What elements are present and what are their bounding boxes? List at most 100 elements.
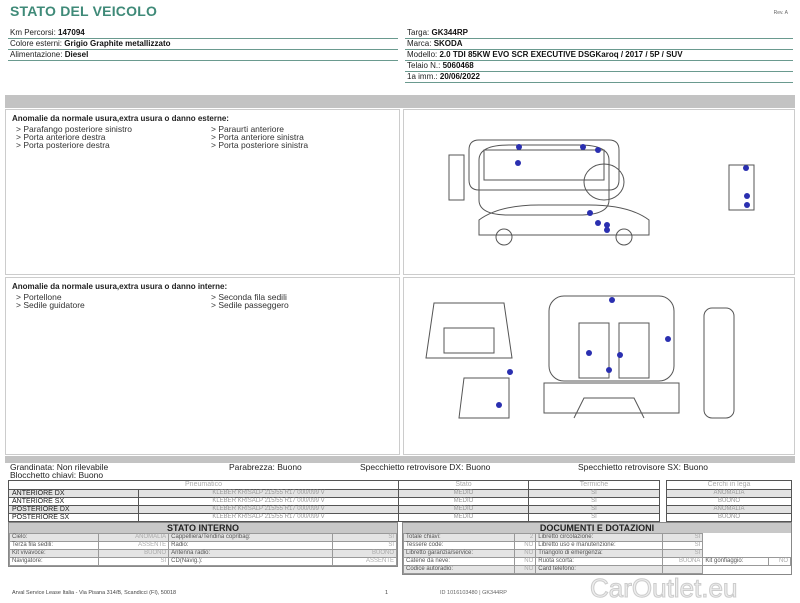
kv-value: SI bbox=[661, 549, 704, 558]
info-label: Marca: bbox=[407, 39, 432, 48]
external-damage-panel: Anomalie da normale usura,extra usura o … bbox=[5, 109, 400, 275]
damage-item: > Seconda fila sedili bbox=[211, 292, 287, 302]
info-value: 147094 bbox=[58, 28, 85, 37]
kv-value: NO bbox=[513, 557, 537, 566]
tyre-tyre: KLEBER KRISALP 215/55 R17 000/099 V bbox=[138, 489, 399, 498]
damage-item: > Porta posteriore sinistra bbox=[211, 140, 309, 150]
damage-dot bbox=[595, 220, 601, 226]
vehicle-info-right: Targa: GK344RP Marca: SKODA Modello: 2.0 T… bbox=[405, 28, 793, 83]
kv-row: Totale chiavi: 2 Libretto circolazione: SI bbox=[403, 533, 791, 542]
page-number: 1 bbox=[385, 590, 389, 596]
damage-dot bbox=[604, 227, 610, 233]
damage-dot bbox=[515, 160, 521, 166]
kv-value: 2 bbox=[513, 533, 537, 542]
damage-item: > Sedile guidatore bbox=[16, 300, 85, 310]
header-pneumatico: Pneumatico bbox=[8, 480, 399, 490]
damage-dot bbox=[604, 222, 610, 228]
section-divider bbox=[5, 95, 795, 108]
internal-damage-title: Anomalie da normale usura,extra usura o … bbox=[12, 282, 228, 291]
rim-row: ANOMALIA bbox=[666, 489, 792, 498]
external-damage-list: > Parafango posteriore sinistro > Paraurt… bbox=[6, 124, 399, 150]
page-title: STATO DEL VEICOLO bbox=[10, 3, 158, 19]
header-termiche: Termiche bbox=[528, 480, 660, 490]
tyre-row: ANTERIORE DX KLEBER KRISALP 215/55 R17 00… bbox=[8, 489, 660, 498]
kv-row: Tessere code: NO Libretto uso e manutenzio… bbox=[403, 541, 791, 550]
footer-address: Arval Service Lease Italia - Via Pisana … bbox=[12, 590, 177, 596]
damage-dot bbox=[496, 402, 502, 408]
rim-status: ANOMALIA bbox=[666, 505, 792, 514]
damage-dot bbox=[586, 350, 592, 356]
internal-damage-panel: Anomalie da normale usura,extra usura o … bbox=[5, 277, 400, 455]
kv-label: Navigatore: bbox=[8, 557, 100, 566]
damage-dot bbox=[665, 336, 671, 342]
damage-item: > Portellone bbox=[16, 292, 62, 302]
kv-label: Catene da neve: bbox=[403, 557, 515, 566]
kv-label: Tessere code: bbox=[403, 541, 515, 550]
rim-row: ANOMALIA bbox=[666, 505, 792, 514]
rim-row: BUONO bbox=[666, 513, 792, 522]
kv-value: BUONA bbox=[661, 557, 704, 566]
kv-value: NO bbox=[768, 557, 791, 566]
tyre-stato: MEDIO bbox=[398, 497, 529, 506]
info-value: 20/06/2022 bbox=[439, 72, 480, 81]
info-value: Grigio Graphite metallizzato bbox=[64, 39, 171, 48]
tyre-pos: ANTERIORE DX bbox=[8, 489, 139, 498]
tyre-pos: POSTERIORE DX bbox=[8, 505, 139, 514]
kv-label: Totale chiavi: bbox=[403, 533, 515, 542]
grandinata: Grandinata: Non rilevabile bbox=[10, 462, 109, 472]
kv-value: SI bbox=[661, 533, 704, 542]
info-value: Diesel bbox=[64, 50, 89, 59]
tyre-termiche: SI bbox=[528, 513, 660, 522]
kv-row: Codice autoradio: NO Card telefono: bbox=[403, 565, 791, 574]
kv-row: Catene da neve: NO Ruota scorta: BUONA Kit g… bbox=[403, 557, 791, 566]
damage-dot bbox=[587, 210, 593, 216]
specchietto-dx: Specchietto retrovisore DX: Buono bbox=[360, 462, 491, 472]
documenti-title: DOCUMENTI E DOTAZIONI bbox=[403, 523, 791, 533]
damage-dot bbox=[595, 147, 601, 153]
info-label: Modello: bbox=[407, 50, 438, 59]
damage-dot bbox=[507, 369, 513, 375]
damage-dot bbox=[609, 297, 615, 303]
watermark-logo: CarOutlet.eu bbox=[589, 573, 738, 603]
kv-row: Terza fila sedili: ASSENTE Radio: SI bbox=[8, 541, 398, 550]
kv-value: SI bbox=[661, 541, 704, 550]
header-stato: Stato bbox=[398, 480, 529, 490]
damage-item: > Paraurti anteriore bbox=[211, 124, 284, 134]
car-exterior-diagram bbox=[448, 139, 755, 246]
tyre-pos: ANTERIORE SX bbox=[8, 497, 139, 506]
kv-label: Kit vivavoce: bbox=[8, 549, 100, 558]
kv-label: Cappelliera/Tendina copribag: bbox=[168, 533, 333, 542]
kv-value: ANOMALIA bbox=[98, 533, 170, 542]
kv-label: Antenna radio: bbox=[168, 549, 333, 558]
kv-value: ASSENTE bbox=[331, 557, 398, 566]
kv-value: NO bbox=[513, 565, 537, 574]
info-row: 1a imm.: 20/06/2022 bbox=[405, 72, 793, 83]
kv-value: SI bbox=[331, 533, 398, 542]
rim-status: BUONO bbox=[666, 513, 792, 522]
interior-diagram bbox=[403, 277, 795, 455]
info-row: Modello: 2.0 TDI 85KW EVO SCR EXECUTIVE … bbox=[405, 50, 793, 61]
tyre-tyre: KLEBER KRISALP 215/55 R17 000/099 V bbox=[138, 513, 399, 522]
kv-row: Kit vivavoce: BUONO Antenna radio: BUONO bbox=[8, 549, 398, 558]
damage-dot bbox=[744, 202, 750, 208]
vehicle-info-left: Km Percorsi: 147094 Colore esterni: Grigi… bbox=[8, 28, 398, 61]
info-label: Colore esterni: bbox=[10, 39, 63, 48]
kv-value: SI bbox=[98, 557, 170, 566]
info-label: Telaio N.: bbox=[407, 61, 441, 70]
kv-label: Triangolo di emergenza: bbox=[535, 549, 663, 558]
kv-row: Navigatore: SI CD(Navig.): ASSENTE bbox=[8, 557, 398, 566]
tyre-stato: MEDIO bbox=[398, 505, 529, 514]
rims-table: Cerchi in lega ANOMALIA BUONO ANOMALIA BUON… bbox=[666, 480, 792, 522]
kv-row: Libretto garanzia/service: NO Triangolo di… bbox=[403, 549, 791, 558]
kv-value: ASSENTE bbox=[98, 541, 170, 550]
tyre-stato: MEDIO bbox=[398, 489, 529, 498]
kv-value: BUONO bbox=[331, 549, 398, 558]
info-row: Colore esterni: Grigio Graphite metalliz… bbox=[8, 39, 398, 50]
damage-item: > Parafango posteriore sinistro bbox=[16, 124, 132, 134]
section-divider bbox=[5, 456, 795, 463]
tyre-tyre: KLEBER KRISALP 215/55 R17 000/099 V bbox=[138, 497, 399, 506]
kv-label: Terza fila sedili: bbox=[8, 541, 100, 550]
kv-label: Ruota scorta: bbox=[535, 557, 663, 566]
info-row: Marca: SKODA bbox=[405, 39, 793, 50]
info-label: Km Percorsi: bbox=[10, 28, 56, 37]
